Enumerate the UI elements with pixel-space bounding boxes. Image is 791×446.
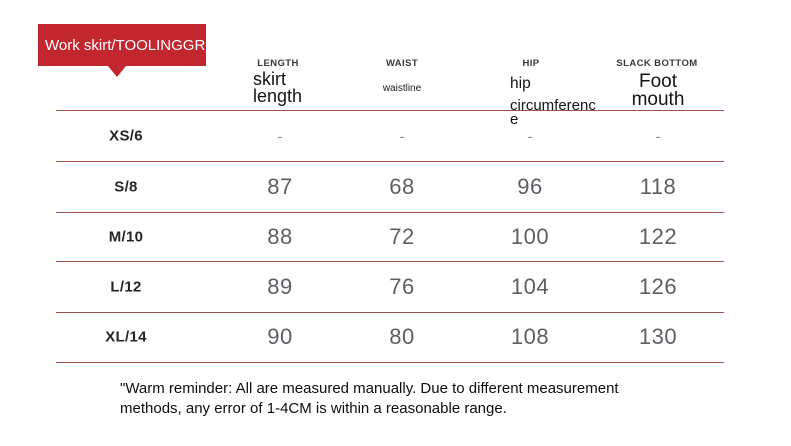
cell-hip: 108: [510, 324, 550, 349]
cell-waist: 72: [389, 223, 415, 249]
cell-hip: 96: [517, 173, 543, 199]
cell-slack-bottom: -: [655, 127, 661, 144]
cell-length: 90: [267, 324, 293, 349]
cell-length: 88: [267, 223, 293, 249]
cell-length: 87: [267, 173, 293, 199]
row-label: XL/14: [105, 328, 147, 346]
column-header-hip: HIP: [522, 58, 540, 69]
cell-waist: 80: [389, 324, 415, 349]
subheader-hip-circumference: circumference: [510, 97, 596, 128]
table-row-xl: XL/14 90 80 108 130: [56, 312, 724, 362]
table-row-l: L/12 89 76 104 126: [56, 261, 724, 312]
table-row-m: M/10 88 72 100 122: [56, 212, 724, 261]
subheader-foot-mouth: Foot mouth: [631, 71, 685, 110]
separator-line: [56, 261, 724, 262]
cell-slack-bottom: 118: [639, 173, 677, 199]
row-label: L/12: [110, 278, 142, 295]
cell-waist: 76: [389, 273, 415, 299]
cell-length: 89: [267, 273, 293, 299]
cell-hip: 100: [510, 223, 550, 249]
row-label: M/10: [108, 228, 144, 245]
cell-waist: -: [399, 127, 405, 144]
separator-line: [56, 110, 724, 111]
separator-line: [56, 212, 724, 213]
cell-hip: -: [527, 127, 533, 144]
subheader-waistline: waistline: [382, 83, 422, 94]
table-row-xs: XS/6 - - - -: [56, 110, 724, 161]
row-label: XS/6: [109, 127, 143, 144]
subheader-hip: hip: [510, 75, 531, 92]
cell-waist: 68: [389, 173, 415, 199]
cell-slack-bottom: 126: [638, 273, 678, 299]
cell-hip: 104: [510, 273, 550, 299]
separator-line: [56, 312, 724, 313]
badge-pointer-triangle: [108, 66, 126, 77]
row-label: S/8: [114, 178, 138, 195]
cell-length: -: [277, 127, 283, 144]
subheader-skirt-length: skirt length: [253, 69, 303, 106]
table-row-s: S/8 87 68 96 118: [56, 161, 724, 212]
warm-reminder-note: "Warm reminder: All are measured manuall…: [120, 380, 619, 417]
column-header-waist: WAIST: [385, 58, 419, 69]
separator-line: [56, 161, 724, 162]
column-header-length: LENGTH: [257, 58, 299, 69]
cell-slack-bottom: 130: [638, 324, 678, 349]
separator-line: [56, 362, 724, 363]
product-label-badge: Work skirt/TOOLINGGR: [38, 24, 206, 66]
column-header-slack-bottom: SLACK BOTTOM: [616, 58, 698, 69]
cell-slack-bottom: 122: [638, 223, 678, 249]
